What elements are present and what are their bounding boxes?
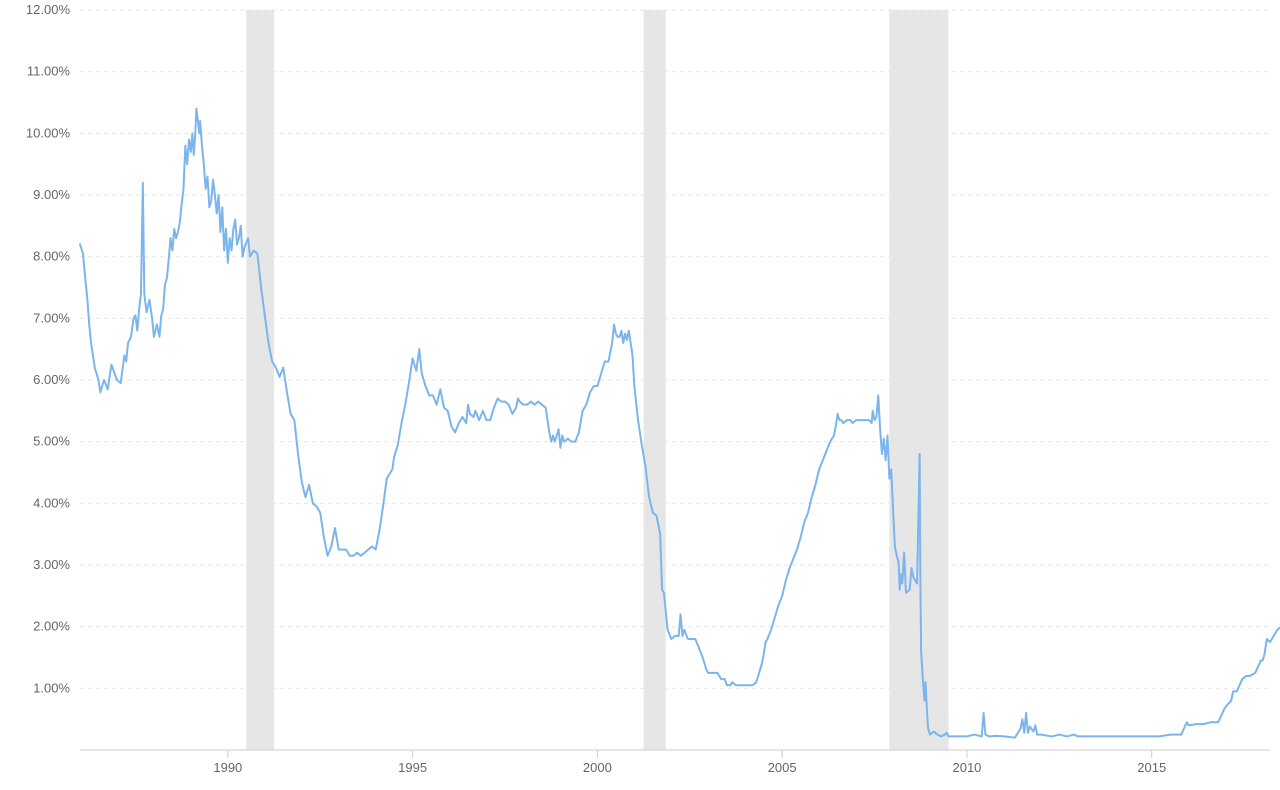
line-chart[interactable]: 1.00% 2.00% 3.00% 4.00% 5.00% 6.00% 7.00% 8.00%… (0, 0, 1280, 790)
chart-container: 1.00% 2.00% 3.00% 4.00% 5.00% 6.00% 7.00% 8.00%… (0, 0, 1280, 790)
y-tick-label: 2.00% (33, 619, 70, 634)
y-tick-label: 1.00% (33, 680, 70, 695)
y-tick-label: 8.00% (33, 249, 70, 264)
x-tick-label: 2005 (768, 760, 797, 775)
y-tick-label: 9.00% (33, 187, 70, 202)
x-tick-label: 2010 (952, 760, 981, 775)
x-tick-label: 2000 (583, 760, 612, 775)
x-tick-label: 1995 (398, 760, 427, 775)
y-tick-label: 11.00% (27, 64, 71, 79)
y-tick-label: 10.00% (26, 125, 71, 140)
y-tick-label: 4.00% (33, 495, 70, 510)
recession-band (644, 10, 666, 750)
y-tick-label: 12.00% (26, 2, 71, 17)
y-tick-label: 6.00% (33, 372, 70, 387)
y-tick-label: 5.00% (33, 434, 70, 449)
x-tick-label: 2015 (1137, 760, 1166, 775)
y-tick-label: 7.00% (33, 310, 70, 325)
y-tick-label: 3.00% (33, 557, 70, 572)
x-tick-label: 1990 (213, 760, 242, 775)
